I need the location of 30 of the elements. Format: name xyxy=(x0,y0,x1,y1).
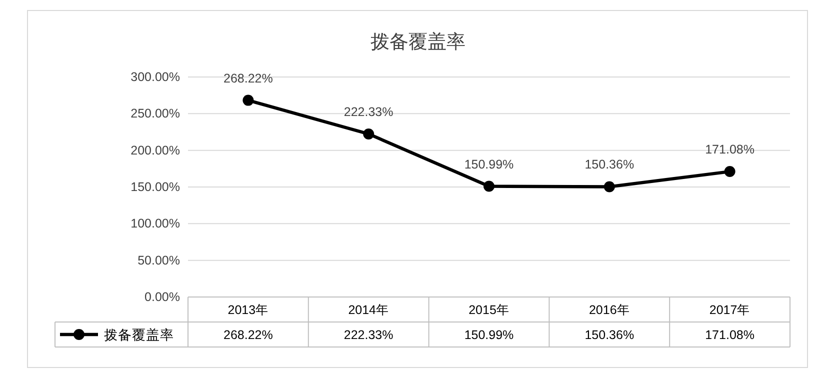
data-label: 222.33% xyxy=(344,328,394,342)
legend-label: 拨备覆盖率 xyxy=(104,328,174,342)
point xyxy=(363,128,374,140)
point xyxy=(724,166,736,178)
text: 268.22% xyxy=(224,71,273,86)
point xyxy=(242,94,254,106)
data-label: 150.99% xyxy=(464,328,514,342)
point xyxy=(604,181,615,192)
text: 171.08% xyxy=(705,142,754,157)
text: 222.33% xyxy=(344,104,394,119)
y-tick-label: 250.00% xyxy=(130,106,180,121)
text: 150.99% xyxy=(464,157,514,172)
x-tick-label: 2013年 xyxy=(228,303,269,317)
y-tick-label: 200.00% xyxy=(130,143,180,158)
x-tick-label: 2014年 xyxy=(348,303,390,317)
y-tick-label: 300.00% xyxy=(130,70,180,84)
data-label: 150.36% xyxy=(584,328,634,342)
y-tick-label: 100.00% xyxy=(130,216,180,231)
x-tick-label: 2015年 xyxy=(468,303,510,317)
y-tick-label: 0.00% xyxy=(144,290,180,304)
y-tick-label: 50.00% xyxy=(138,253,180,268)
text: 150.36% xyxy=(584,158,634,172)
x-tick-label: 2016年 xyxy=(588,303,630,317)
chart-title: 拨备覆盖率 xyxy=(370,31,466,53)
legend: 拨备覆盖率 xyxy=(60,328,174,342)
data-label: 268.22% xyxy=(224,328,273,342)
y-tick-label: 150.00% xyxy=(130,180,180,194)
point xyxy=(484,180,494,192)
data-label: 171.08% xyxy=(705,328,754,342)
x-tick-label: 2017年 xyxy=(709,303,750,317)
